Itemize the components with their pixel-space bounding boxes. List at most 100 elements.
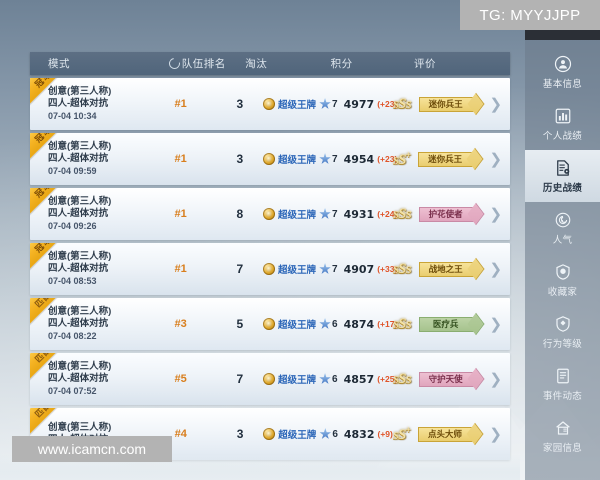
honor-tag[interactable]: 医疗兵: [418, 316, 477, 332]
star-icon: [319, 153, 331, 164]
table-row[interactable]: 匹配 创意(第三人称) 四人-超体对抗 07-04 08:22 #3 5 超级王牌 6 4874…: [30, 298, 510, 350]
honor-tag-wrap[interactable]: 点头大师: [418, 426, 477, 442]
star-icon: [319, 98, 331, 109]
match-datetime: 07-04 08:53: [48, 276, 97, 286]
sidebar-item-4[interactable]: 收藏家: [525, 254, 600, 306]
star-count: 7: [332, 98, 338, 110]
cell-kills: 3: [236, 152, 244, 166]
grade-label: SSS: [393, 205, 412, 222]
mode-name: 创意(第三人称): [48, 141, 112, 152]
chevron-right-icon[interactable]: ❯: [489, 95, 503, 113]
score-delta: (+25): [377, 374, 398, 384]
table-row[interactable]: 匹配 创意(第三人称) 四人-超体对抗 07-04 07:52 #5 7 超级王牌 6 4857…: [30, 353, 510, 405]
chevron-right-icon[interactable]: ❯: [489, 150, 503, 168]
star-group: 7: [319, 153, 338, 165]
cell-score: 超级王牌 7 4977 (+23): [263, 97, 397, 111]
star-group: 7: [319, 208, 338, 220]
column-header-eval: 评价: [414, 58, 437, 70]
star-icon: [319, 263, 331, 274]
sidebar-menu: 基本信息个人战绩历史战绩人气收藏家行为等级事件动态家园信息: [525, 40, 600, 480]
score-delta: (+17): [377, 319, 398, 329]
sidebar-item-0[interactable]: 基本信息: [525, 46, 600, 98]
chevron-right-icon[interactable]: ❯: [489, 370, 503, 388]
badge-icon: [553, 262, 573, 282]
sidebar-item-7[interactable]: 家园信息: [525, 410, 600, 462]
star-icon: [319, 208, 331, 219]
sidebar-item-3[interactable]: 人气: [525, 202, 600, 254]
medal-icon: [263, 98, 276, 110]
table-row[interactable]: 冠军 创意(第三人称) 四人-超体对抗 07-04 09:26 #1 8 超级王牌 7 4931…: [30, 188, 510, 240]
cell-kills: 7: [236, 262, 244, 276]
honor-tag[interactable]: 迷你兵王: [418, 96, 477, 112]
sidebar-item-6[interactable]: 事件动态: [525, 358, 600, 410]
star-group: 7: [319, 263, 338, 275]
bar-chart-icon: [553, 106, 573, 126]
match-datetime: 07-04 10:34: [48, 111, 97, 121]
chevron-right-icon[interactable]: ❯: [489, 315, 503, 333]
history-records-panel: 模式 队伍排名 淘汰 积分 评价 冠军 创意(第三人称) 四人-超体对抗 07-04 …: [0, 40, 600, 480]
cell-evaluation: SSS 医疗兵: [393, 316, 489, 333]
score-delta: (+9): [377, 429, 393, 439]
rank-tier-label: 超级王牌: [278, 210, 317, 221]
cell-score: 超级王牌 6 4874 (+17): [263, 317, 397, 331]
honor-tag[interactable]: 迷你兵王: [418, 151, 477, 167]
table-header-row: 模式 队伍排名 淘汰 积分 评价: [30, 52, 510, 75]
column-header-kill: 淘汰: [245, 58, 268, 70]
sidebar-item-label: 个人战绩: [542, 131, 583, 142]
cell-mode: 创意(第三人称) 四人-超体对抗 07-04 09:26: [30, 196, 144, 232]
star-icon: [319, 318, 331, 329]
chevron-right-icon[interactable]: ❯: [489, 425, 502, 443]
cell-evaluation: SS+ 点头大师: [393, 425, 490, 444]
cell-kills: 5: [236, 317, 244, 331]
sidebar-item-5[interactable]: 行为等级: [525, 306, 600, 358]
sidebar-item-label: 事件动态: [542, 391, 583, 402]
star-group: 6: [319, 428, 338, 440]
column-header-mode: 模式: [48, 58, 70, 70]
score-delta: (+33): [377, 264, 398, 274]
score-delta: (+23): [377, 99, 398, 109]
sidebar-item-2[interactable]: 历史战绩: [525, 150, 600, 202]
cell-team-rank: #4: [174, 428, 187, 440]
score-points: 4857: [343, 372, 375, 386]
chevron-right-icon[interactable]: ❯: [489, 205, 503, 223]
honor-tag-wrap[interactable]: 迷你兵王: [418, 151, 477, 167]
sidebar-item-label: 收藏家: [547, 287, 578, 298]
medal-icon: [263, 428, 276, 440]
person-icon: [553, 54, 573, 74]
honor-tag-wrap[interactable]: 迷你兵王: [418, 96, 477, 112]
honor-tag[interactable]: 守护天使: [418, 371, 477, 387]
chevron-right-icon[interactable]: ❯: [489, 260, 503, 278]
medal-icon: [263, 208, 276, 220]
sidebar-item-1[interactable]: 个人战绩: [525, 98, 600, 150]
rank-tier-label: 超级王牌: [278, 375, 317, 386]
honor-tag-wrap[interactable]: 战地之王: [418, 261, 477, 277]
mode-sub: 四人-超体对抗: [48, 373, 109, 384]
honor-tag-wrap[interactable]: 守护天使: [418, 371, 477, 387]
match-datetime: 07-04 07:52: [48, 386, 97, 396]
cell-score: 超级王牌 6 4832 (+9): [263, 427, 393, 441]
honor-tag[interactable]: 战地之王: [418, 261, 477, 277]
mode-sub: 四人-超体对抗: [48, 318, 109, 329]
honor-tag[interactable]: 点头大师: [418, 426, 477, 442]
mode-name: 创意(第三人称): [48, 196, 112, 207]
honor-tag[interactable]: 护花使者: [418, 206, 477, 222]
sidebar-item-label: 人气: [552, 235, 573, 246]
score-points: 4874: [343, 317, 375, 331]
match-datetime: 07-04 09:26: [48, 221, 97, 231]
honor-tag-wrap[interactable]: 医疗兵: [418, 316, 477, 332]
cell-evaluation: SSS 战地之王: [393, 261, 489, 278]
mode-sub: 四人-超体对抗: [48, 263, 109, 274]
table-row[interactable]: 冠军 创意(第三人称) 四人-超体对抗 07-04 09:59 #1 3 超级王牌 7 4954…: [30, 133, 510, 185]
refresh-icon[interactable]: [166, 55, 182, 72]
table-row[interactable]: 冠军 创意(第三人称) 四人-超体对抗 07-04 08:53 #1 7 超级王牌 7 4907…: [30, 243, 510, 295]
mode-name: 创意(第三人称): [48, 422, 112, 433]
grade-label: SSS: [393, 260, 412, 277]
table-row[interactable]: 冠军 创意(第三人称) 四人-超体对抗 07-04 10:34 #1 3 超级王牌 7 4977…: [30, 78, 510, 130]
cell-score: 超级王牌 7 4907 (+33): [263, 262, 397, 276]
mode-sub: 四人-超体对抗: [48, 98, 109, 109]
honor-tag-wrap[interactable]: 护花使者: [418, 206, 477, 222]
rank-tier-label: 超级王牌: [278, 430, 317, 441]
document-gear-icon: [553, 158, 573, 178]
mode-sub: 四人-超体对抗: [48, 153, 109, 164]
